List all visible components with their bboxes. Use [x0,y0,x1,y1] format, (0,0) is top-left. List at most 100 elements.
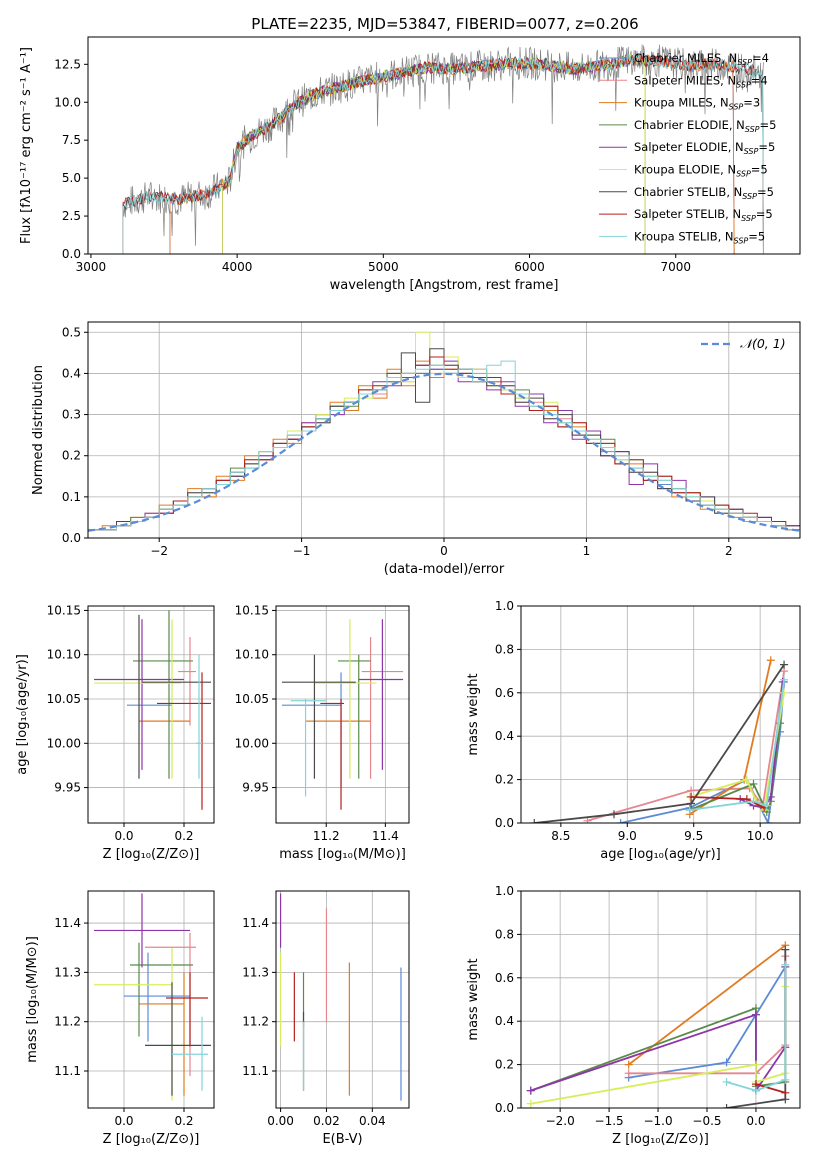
legend-label: Chabrier STELIB, NSSP=5 [634,185,774,201]
weight-marker [530,819,539,823]
x-axis-label: Z [log₁₀(Z/Z⊙)] [103,1132,200,1147]
model-spectrum [222,52,646,254]
plot-area [88,331,800,538]
y-axis-label: mass weight [466,958,481,1040]
weight-marker [781,1075,790,1084]
x-tick-label: 2 [725,544,733,558]
weight-marker [685,805,694,814]
axes-frame [87,605,215,824]
y-tick-label: 0.8 [495,642,514,656]
weight-marker [583,816,592,823]
x-axis-label: Z [log₁₀(Z/Z⊙)] [103,847,200,862]
x-axis-label: Z [log₁₀(Z/Z⊙)] [612,1132,709,1147]
x-axis-label: wavelength [Angstrom, rest frame] [330,278,559,293]
plot-area [122,44,764,254]
y-tick-label: 0.1 [62,490,81,504]
y-tick-label: 12.5 [54,57,81,71]
y-tick-label: 0.0 [495,1101,514,1115]
y-tick-label: 10.00 [47,736,81,750]
y-tick-label: 5.0 [62,171,81,185]
weight-marker [687,792,696,801]
weight-line [628,966,787,1079]
y-tick-label: 0.2 [495,773,514,787]
axes-frame [520,605,801,824]
weight-marker [624,1069,633,1078]
weight-marker [610,810,618,819]
y-tick-label: 0.4 [62,366,81,380]
y-axis-label: age [log₁₀(age/yr)] [15,654,30,775]
x-tick-label: 9.0 [618,829,637,843]
histogram-step [88,360,800,538]
weight-marker [749,797,758,806]
weight-line [689,679,785,811]
y-tick-label: 0.6 [495,971,514,985]
axes-frame [275,605,410,824]
x-tick-label: 4000 [222,260,253,274]
y-tick-label: 0.4 [495,729,514,743]
x-tick-label: 1 [583,544,591,558]
weight-marker [781,945,790,954]
mass-vs-z-panel: 0.0 0.2 11.1 11.2 11.3 11.4 Z [log₁₀(Z/Z⊙)] mas… [25,890,215,1147]
weight-marker [742,775,751,784]
legend-label: Salpeter STELIB, NSSP=5 [634,207,773,223]
y-tick-label: 2.5 [62,209,81,223]
figure-title: PLATE=2235, MJD=53847, FIBERID=0077, z=0… [251,15,638,33]
y-tick-label: 10.00 [235,736,269,750]
legend-label: Kroupa ELODIE, NSSP=5 [634,163,768,179]
y-tick-label: 7.5 [62,133,81,147]
y-axis-label: Flux [fλ10⁻¹⁷ erg cm⁻² s⁻¹ A⁻¹] [19,47,34,244]
legend-label: Salpeter ELODIE, NSSP=5 [634,140,775,156]
x-tick-label: −1 [293,544,311,558]
y-tick-label: 11.4 [54,916,81,930]
plot-area [279,893,402,1101]
legend-label: Salpeter MILES, NSSP=4 [634,73,768,89]
x-tick-label: −1.5 [595,1114,624,1128]
y-tick-label: 11.1 [54,1064,81,1078]
x-tick-label: 0.0 [746,1114,765,1128]
legend-label: Chabrier ELODIE, NSSP=5 [634,118,776,134]
weight-marker [764,819,773,823]
x-tick-label: 0.04 [359,1114,386,1128]
axes-frame [87,321,801,539]
y-tick-label: 11.3 [242,965,269,979]
x-tick-label: 0.00 [267,1114,294,1128]
y-tick-label: 0.2 [495,1058,514,1072]
x-tick-label: 3000 [76,260,107,274]
x-tick-label: −2 [150,544,168,558]
weight-marker [780,675,789,684]
age-vs-mass-panel: 11.2 11.4 9.95 10.00 10.05 10.10 10.15 mass [lo… [235,603,410,862]
x-axis-label: mass [log₁₀(M/M⊙)] [279,847,406,862]
x-tick-label: 11.2 [313,829,340,843]
y-tick-label: 11.2 [54,1015,81,1029]
x-tick-label: 0.2 [174,829,193,843]
weight-marker [751,1060,760,1069]
y-tick-label: 0.6 [495,686,514,700]
legend-label: Kroupa MILES, NSSP=3 [634,96,760,112]
y-axis-label: mass weight [466,673,481,755]
y-tick-label: 0.8 [495,927,514,941]
weight-vs-z-panel: −2.0 −1.5 −1.0 −0.5 0.0 0.0 0.2 0.4 0.6 0.8 1.0 Z [… [466,884,801,1147]
weight-marker [722,1077,731,1086]
weight-line [689,660,772,816]
x-axis-label: E(B-V) [322,1132,362,1147]
x-axis-label: age [log₁₀(age/yr)] [600,847,721,862]
y-tick-label: 0.0 [62,247,81,261]
weight-marker [722,1104,731,1108]
x-tick-label: 0.0 [114,829,133,843]
y-tick-label: 0.0 [62,531,81,545]
x-tick-label: −0.5 [692,1114,721,1128]
x-tick-label: 5000 [368,260,399,274]
x-tick-label: −2.0 [546,1114,575,1128]
model-spectrum [222,53,646,254]
normal-curve [88,372,800,532]
weight-marker [526,1086,535,1095]
y-tick-label: 9.95 [242,781,269,795]
weight-marker [749,779,758,788]
plot-area [281,619,404,810]
x-tick-label: 0.0 [114,1114,133,1128]
weight-line [534,664,785,823]
y-tick-label: 9.95 [54,781,81,795]
weight-line [689,692,785,812]
y-tick-label: 10.05 [235,692,269,706]
